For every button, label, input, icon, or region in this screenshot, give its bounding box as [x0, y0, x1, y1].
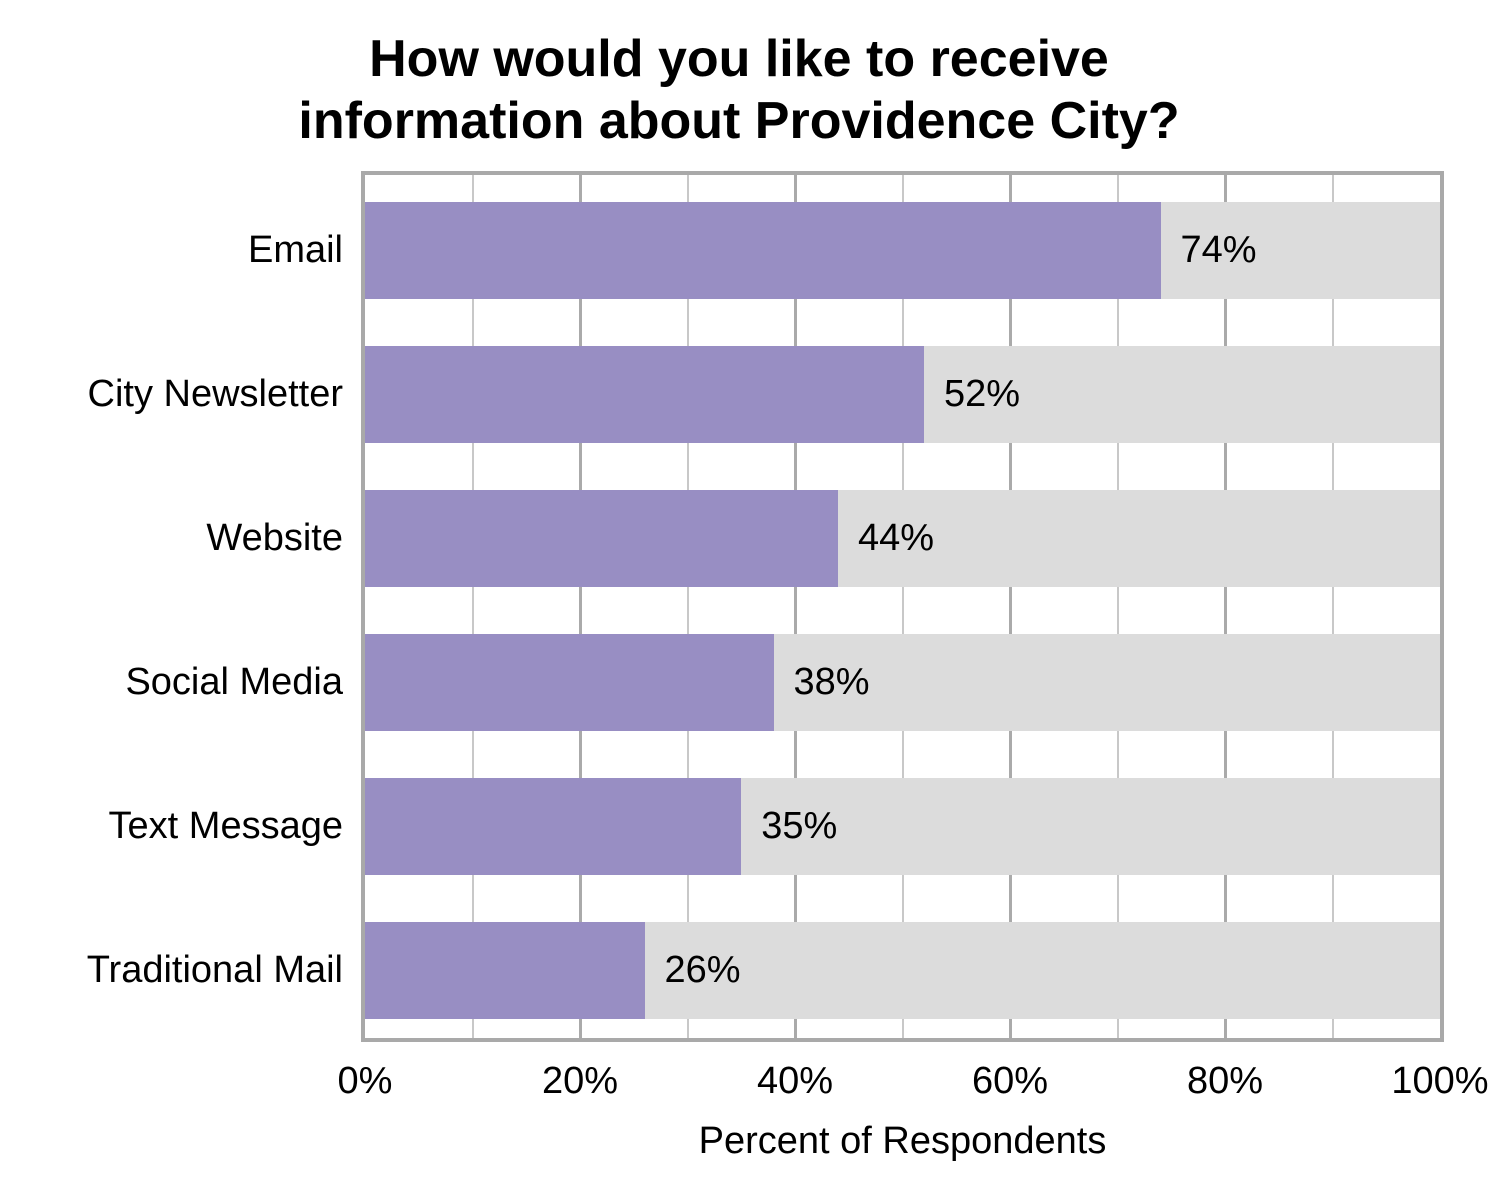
- category-label: Social Media: [125, 660, 343, 703]
- gridline: [1224, 175, 1227, 1038]
- bar: [365, 490, 838, 588]
- gridline: [579, 175, 582, 1038]
- bar: [365, 202, 1161, 300]
- plot-area: 74% 52% 44% 38% 35% 26%: [361, 171, 1444, 1042]
- gridline: [1009, 175, 1012, 1038]
- data-label: 74%: [1180, 229, 1257, 272]
- bar: [365, 921, 645, 1019]
- chart-title: How would you like to receive informatio…: [0, 28, 1478, 152]
- gridline: [901, 175, 904, 1038]
- bar: [365, 633, 774, 731]
- bar: [365, 346, 924, 444]
- gridline: [471, 175, 474, 1038]
- data-label: 26%: [664, 948, 741, 991]
- x-tick-label: 80%: [1186, 1060, 1264, 1102]
- category-label: Website: [206, 517, 343, 560]
- category-label: Traditional Mail: [86, 948, 343, 991]
- x-tick-label: 40%: [756, 1060, 834, 1102]
- gridline: [686, 175, 689, 1038]
- category-label: Text Message: [108, 804, 343, 847]
- bar: [365, 777, 742, 875]
- category-label: Email: [247, 229, 343, 272]
- chart-title-line-2: information about Providence City?: [298, 92, 1180, 150]
- data-label: 52%: [944, 373, 1021, 416]
- x-tick-label: 20%: [541, 1060, 619, 1102]
- data-label: 44%: [858, 517, 935, 560]
- x-tick-label: 0%: [337, 1060, 393, 1102]
- data-label: 35%: [761, 804, 838, 847]
- gridline: [1331, 175, 1334, 1038]
- gridline: [1116, 175, 1119, 1038]
- gridline: [794, 175, 797, 1038]
- data-label: 38%: [793, 660, 870, 703]
- category-label: City Newsletter: [87, 373, 344, 416]
- x-tick-label: 100%: [1391, 1060, 1489, 1102]
- x-axis-label: Percent of Respondents: [698, 1120, 1107, 1162]
- chart-title-line-1: How would you like to receive: [369, 30, 1109, 88]
- x-tick-label: 60%: [971, 1060, 1049, 1102]
